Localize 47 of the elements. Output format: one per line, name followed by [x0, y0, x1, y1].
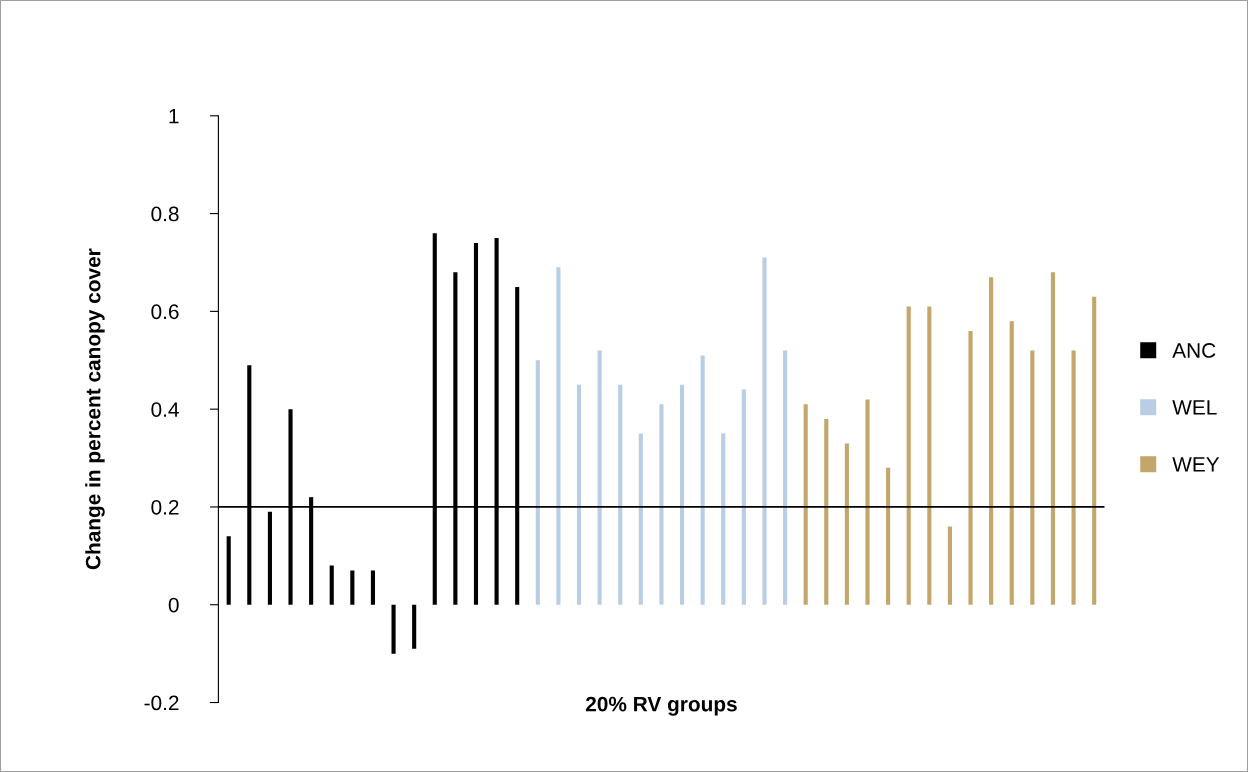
bar	[535, 360, 540, 605]
y-tick-label: 0.4	[151, 402, 179, 417]
y-tick-label: -0.2	[144, 695, 179, 711]
bar	[370, 570, 376, 605]
bar	[927, 306, 932, 605]
bar	[968, 330, 973, 605]
y-tick-label: 1	[169, 109, 179, 124]
bar	[783, 350, 788, 605]
bar	[618, 384, 623, 605]
bar	[679, 384, 685, 605]
bar	[700, 355, 705, 605]
legend-label: WEL	[1172, 400, 1217, 415]
bar	[1030, 350, 1035, 605]
x-axis-title: 20% RV groups	[585, 696, 737, 716]
bar	[576, 384, 582, 605]
bar	[1009, 321, 1014, 605]
y-axis-title: Change in percent canopy cover	[85, 248, 105, 570]
bar	[762, 257, 767, 605]
bar	[865, 399, 870, 605]
bar	[989, 277, 994, 605]
bar	[1071, 350, 1076, 605]
bar	[741, 389, 746, 605]
bar	[721, 433, 726, 605]
y-tick-label: 0	[168, 597, 179, 613]
y-tick-label: 0.8	[151, 206, 179, 222]
bar	[556, 267, 561, 605]
legend-label: WEY	[1172, 457, 1220, 472]
bar	[1092, 296, 1097, 605]
bar	[638, 433, 643, 605]
bar	[947, 526, 952, 605]
bar	[1050, 272, 1056, 605]
y-tick-label: 0.2	[151, 499, 179, 515]
bar	[886, 467, 891, 605]
bar	[906, 306, 911, 605]
y-tick-label: 0.6	[151, 304, 179, 320]
bar	[412, 604, 417, 649]
bar	[803, 404, 808, 605]
bar	[267, 511, 272, 605]
bar	[350, 570, 355, 605]
bar	[597, 350, 602, 605]
bar	[226, 536, 231, 605]
bar	[844, 443, 849, 605]
bar	[391, 604, 396, 654]
bar	[659, 404, 664, 605]
legend-label: ANC	[1172, 343, 1216, 358]
bar	[824, 418, 829, 605]
bar	[329, 565, 334, 605]
